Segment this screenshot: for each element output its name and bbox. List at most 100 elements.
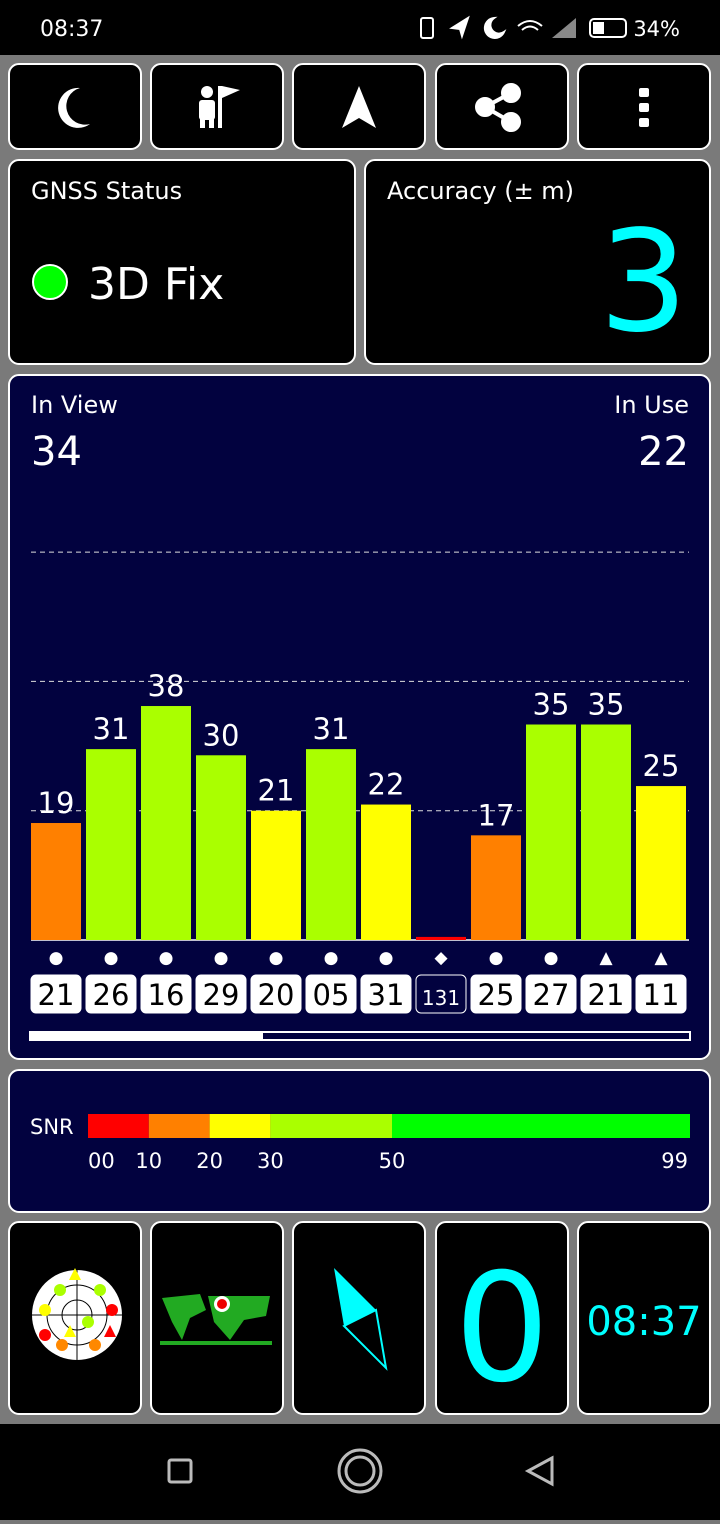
fix-indicator	[32, 264, 68, 300]
satellite-id-box	[360, 974, 412, 1014]
snr-tick-label: 20	[196, 1149, 223, 1173]
satellite-id: 05	[313, 978, 350, 1012]
satellite-id: 131	[422, 986, 460, 1010]
nav-bar	[0, 1424, 720, 1520]
snr-label: SNR	[30, 1115, 74, 1139]
bar-value-label: 31	[313, 712, 350, 746]
clock-tile[interactable]	[577, 1221, 711, 1415]
satellite-id-box	[470, 974, 522, 1014]
speed-tile[interactable]	[435, 1221, 569, 1415]
snr-bar	[636, 786, 686, 940]
satellite-id-box	[30, 974, 82, 1014]
satellite-id: 25	[478, 978, 515, 1012]
gnss-status-title: GNSS Status	[31, 177, 182, 205]
world-map-icon	[160, 1294, 272, 1345]
recents-button[interactable]	[167, 1458, 193, 1484]
bar-value-label: 25	[643, 749, 680, 783]
battery-percent: 34%	[633, 17, 680, 41]
snr-segment	[209, 1114, 271, 1138]
snr-tick-label: 99	[661, 1149, 688, 1173]
in-view-count: 34	[31, 429, 82, 475]
constellation-marker: ▲	[599, 948, 613, 968]
scroll-thumb	[30, 1033, 263, 1039]
constellation-marker: ●	[104, 948, 119, 968]
snr-panel	[8, 1069, 711, 1213]
night-mode-button[interactable]	[8, 63, 142, 150]
status-bar	[0, 0, 720, 55]
snr-tick-label: 30	[257, 1149, 284, 1173]
snr-segment	[88, 1114, 149, 1138]
moon-icon	[58, 87, 90, 128]
accuracy-title: Accuracy (± m)	[387, 177, 574, 205]
toolbar	[8, 63, 711, 150]
speed-value: 0	[454, 1242, 549, 1416]
in-use-count: 22	[638, 429, 689, 475]
accuracy-value: 3	[599, 201, 688, 364]
fix-status: 3D Fix	[88, 259, 224, 310]
gnss-status-card	[8, 159, 356, 365]
bar-value-label: 19	[38, 786, 75, 820]
constellation-marker: ●	[159, 948, 174, 968]
satellite-id-box	[525, 974, 577, 1014]
in-view-label: In View	[31, 391, 118, 419]
bar-value-label: 21	[258, 774, 295, 808]
satellite-id-box	[305, 974, 357, 1014]
bar-value-label: 31	[93, 712, 130, 746]
snr-tick-label: 50	[379, 1149, 406, 1173]
menu-icon	[639, 88, 649, 127]
satellite-id-box	[580, 974, 632, 1014]
bar-value-label: 35	[588, 688, 625, 722]
constellation-marker: ▲	[654, 948, 668, 968]
satellite-id: 27	[533, 978, 570, 1012]
bottom-tiles: 0 08:37	[8, 1221, 711, 1416]
status-time: 08:37	[40, 17, 103, 42]
snr-bar	[306, 749, 356, 940]
snr-bar	[196, 755, 246, 940]
satellite-id-box	[85, 974, 137, 1014]
share-icon	[475, 83, 521, 132]
snr-bar	[361, 804, 411, 940]
arrow-icon	[342, 86, 376, 128]
constellation-marker: ◆	[434, 948, 448, 968]
snr-bar	[581, 724, 631, 940]
share-button[interactable]	[435, 63, 569, 150]
snr-segment	[148, 1114, 210, 1138]
bar-value-label: 30	[203, 718, 240, 752]
bar-value-label: 35	[533, 688, 570, 722]
bar-value-label: 22	[368, 768, 405, 802]
snr-bar	[141, 706, 191, 940]
constellation-marker: ●	[269, 948, 284, 968]
satellite-id: 20	[258, 978, 295, 1012]
snr-bar	[86, 749, 136, 940]
satellite-id: 26	[93, 978, 130, 1012]
accuracy-card	[364, 159, 711, 365]
satellite-id-box	[140, 974, 192, 1014]
sky-plot-icon	[32, 1268, 122, 1360]
satellite-id: 31	[368, 978, 405, 1012]
snr-segment	[270, 1114, 392, 1138]
in-use-label: In Use	[614, 391, 689, 419]
snr-bar	[31, 823, 81, 940]
constellation-marker: ●	[324, 948, 339, 968]
snr-bar	[526, 724, 576, 940]
waypoint-button[interactable]	[150, 63, 284, 150]
status-icons	[420, 15, 627, 40]
snr-bar	[416, 936, 466, 940]
satellite-id: 21	[588, 978, 625, 1012]
snr-segment	[392, 1114, 690, 1138]
snr-bar	[251, 810, 301, 940]
compass-icon	[334, 1268, 388, 1371]
back-button[interactable]	[524, 1455, 554, 1487]
waypoint-icon	[199, 86, 240, 128]
satellite-id-box	[195, 974, 247, 1014]
satellite-id-box	[250, 974, 302, 1014]
satellite-id-box	[635, 974, 687, 1014]
bar-value-label: 17	[478, 798, 515, 832]
snr-tick-label: 00	[88, 1149, 115, 1173]
constellation-marker: ●	[214, 948, 229, 968]
constellation-marker: ●	[544, 948, 559, 968]
satellite-id: 16	[148, 978, 185, 1012]
home-button[interactable]	[337, 1448, 383, 1494]
